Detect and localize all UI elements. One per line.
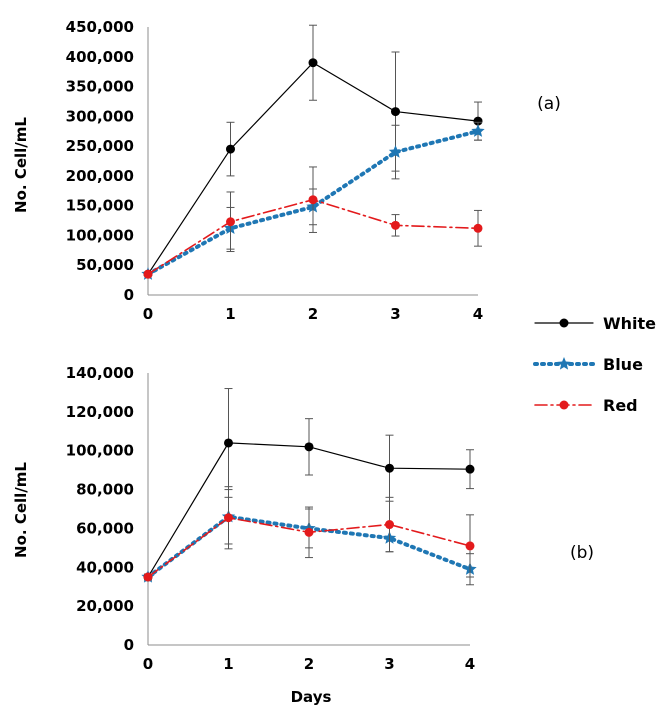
y-tick-label: 0	[124, 636, 134, 654]
legend-label: Red	[603, 396, 638, 415]
y-axis-label-b: No. Cell/mL	[12, 462, 30, 558]
y-tick-label: 40,000	[76, 558, 134, 576]
x-axis-label-b: Days	[291, 688, 332, 706]
legend-label: Blue	[603, 355, 643, 374]
x-tick-label: 3	[384, 655, 394, 673]
y-tick-label: 250,000	[66, 137, 134, 155]
x-tick-label: 1	[225, 305, 235, 323]
x-tick-label: 1	[223, 655, 233, 673]
data-point-white	[226, 144, 235, 154]
data-point-red	[473, 223, 483, 233]
legend-item-red: Red	[534, 396, 638, 415]
data-point-white	[465, 464, 475, 474]
data-point-red	[224, 513, 233, 523]
data-point-red	[143, 572, 153, 582]
y-tick-label: 20,000	[76, 597, 134, 615]
panel-label-b: (b)	[570, 543, 594, 563]
data-point-red	[465, 541, 475, 551]
series-group-b	[141, 388, 477, 586]
y-axis-ticks-b: 0 20,000 40,000 60,000 80,000 100,000 120,000 1…	[66, 364, 134, 654]
axes-a	[147, 27, 478, 296]
y-tick-label: 140,000	[66, 364, 134, 382]
y-tick-label: 400,000	[66, 48, 134, 66]
series-red-a	[143, 166, 483, 279]
data-point-red	[308, 195, 318, 205]
y-tick-label: 60,000	[76, 519, 134, 537]
x-axis-ticks-a: 0 1 2 3 4	[143, 305, 483, 323]
series-line-blue	[146, 129, 480, 277]
legend-marker	[559, 318, 569, 328]
data-point-red	[304, 527, 314, 537]
data-point-red	[143, 269, 153, 279]
data-point-white	[473, 116, 483, 126]
panel-label-a: (a)	[537, 94, 561, 114]
data-point-white	[224, 438, 233, 448]
y-tick-label: 80,000	[76, 481, 134, 499]
data-point-red	[385, 520, 394, 530]
legend-item-blue: Blue	[533, 355, 643, 374]
legend: White Blue Red	[533, 314, 656, 415]
x-axis-ticks-b: 0 1 2 3 4	[143, 655, 475, 673]
series-group-a	[141, 24, 485, 280]
chart-panel-b: No. Cell/mL (b) Days 0 20,000 40,000 60,000…	[12, 364, 594, 706]
legend-marker	[559, 400, 569, 410]
data-point-white	[304, 442, 314, 452]
y-axis-label-a: No. Cell/mL	[12, 117, 30, 213]
data-point-blue	[471, 124, 485, 137]
x-tick-label: 4	[473, 305, 483, 323]
y-tick-label: 150,000	[66, 197, 134, 215]
data-point-white	[385, 463, 394, 473]
x-tick-label: 0	[143, 305, 153, 323]
chart-panel-a: No. Cell/mL (a) 050,000100,000150,000200…	[12, 18, 561, 323]
y-tick-label: 450,000	[66, 18, 134, 36]
x-tick-label: 3	[390, 305, 400, 323]
y-tick-label: 200,000	[66, 167, 134, 185]
x-tick-label: 4	[465, 655, 475, 673]
x-tick-label: 2	[304, 655, 314, 673]
data-point-blue	[388, 145, 403, 158]
data-point-white	[391, 107, 400, 117]
x-tick-label: 0	[143, 655, 153, 673]
y-tick-label: 120,000	[66, 403, 134, 421]
y-tick-label: 0	[124, 286, 134, 304]
y-tick-label: 300,000	[66, 107, 134, 125]
data-point-white	[308, 58, 318, 68]
data-point-red	[226, 217, 235, 227]
y-tick-label: 350,000	[66, 78, 134, 96]
series-white-a	[143, 24, 483, 279]
y-axis-ticks-a: 0 50,000 100,000 150,000 200,000 250,000 300,0…	[66, 18, 134, 304]
legend-marker	[557, 357, 571, 370]
x-tick-label: 2	[308, 305, 318, 323]
y-tick-label: 100,000	[66, 226, 134, 244]
data-point-red	[391, 220, 400, 230]
legend-item-white: White	[534, 314, 656, 333]
y-tick-label: 100,000	[66, 442, 134, 460]
legend-label: White	[603, 314, 656, 333]
axes-b	[147, 373, 470, 646]
series-red-b	[143, 486, 475, 582]
y-tick-label: 50,000	[76, 256, 134, 274]
